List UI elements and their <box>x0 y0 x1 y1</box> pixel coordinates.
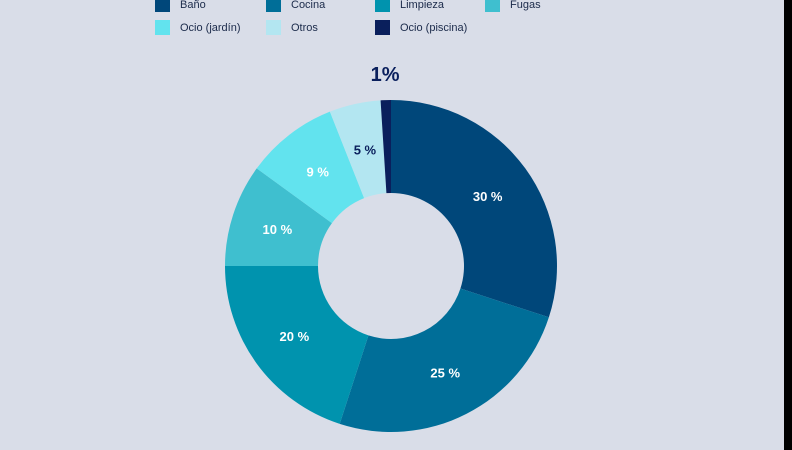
slice-baño <box>391 100 557 318</box>
slice-otros <box>329 100 387 199</box>
slice-ocio-piscina- <box>380 100 391 194</box>
legend-item: Ocio (jardín) <box>155 20 241 35</box>
legend-item: Limpieza <box>375 0 444 12</box>
legend-swatch <box>485 0 500 12</box>
slice-fugas <box>225 168 332 266</box>
data-label: 1% <box>371 64 400 86</box>
legend-swatch <box>375 20 390 35</box>
legend-item: Ocio (piscina) <box>375 20 467 35</box>
legend-item: Fugas <box>485 0 541 12</box>
legend-swatch <box>155 0 170 12</box>
legend-label: Otros <box>291 21 318 34</box>
legend-label: Cocina <box>291 0 326 11</box>
legend-label: Ocio (piscina) <box>400 21 468 34</box>
legend-label: Fugas <box>510 0 541 11</box>
legend-item: Otros <box>266 20 318 35</box>
legend-item: Cocina <box>266 0 325 12</box>
data-label: 25 % <box>430 365 460 380</box>
data-label: 30 % <box>473 189 503 204</box>
slice-ocio-jardín- <box>256 111 365 224</box>
legend-item: Baño <box>155 0 206 12</box>
data-label: 20 % <box>280 329 310 344</box>
legend-label: Limpieza <box>400 0 445 11</box>
legend-swatch <box>375 0 390 12</box>
slice-limpieza <box>225 266 369 424</box>
data-label: 5 % <box>354 142 377 157</box>
data-label: 9 % <box>307 165 330 180</box>
legend-swatch <box>266 20 281 35</box>
legend-label: Baño <box>180 0 206 11</box>
data-label: 10 % <box>263 222 293 237</box>
legend-swatch <box>155 20 170 35</box>
legend-label: Ocio (jardín) <box>180 21 241 34</box>
legend-swatch <box>266 0 281 12</box>
slice-cocina <box>339 288 549 432</box>
